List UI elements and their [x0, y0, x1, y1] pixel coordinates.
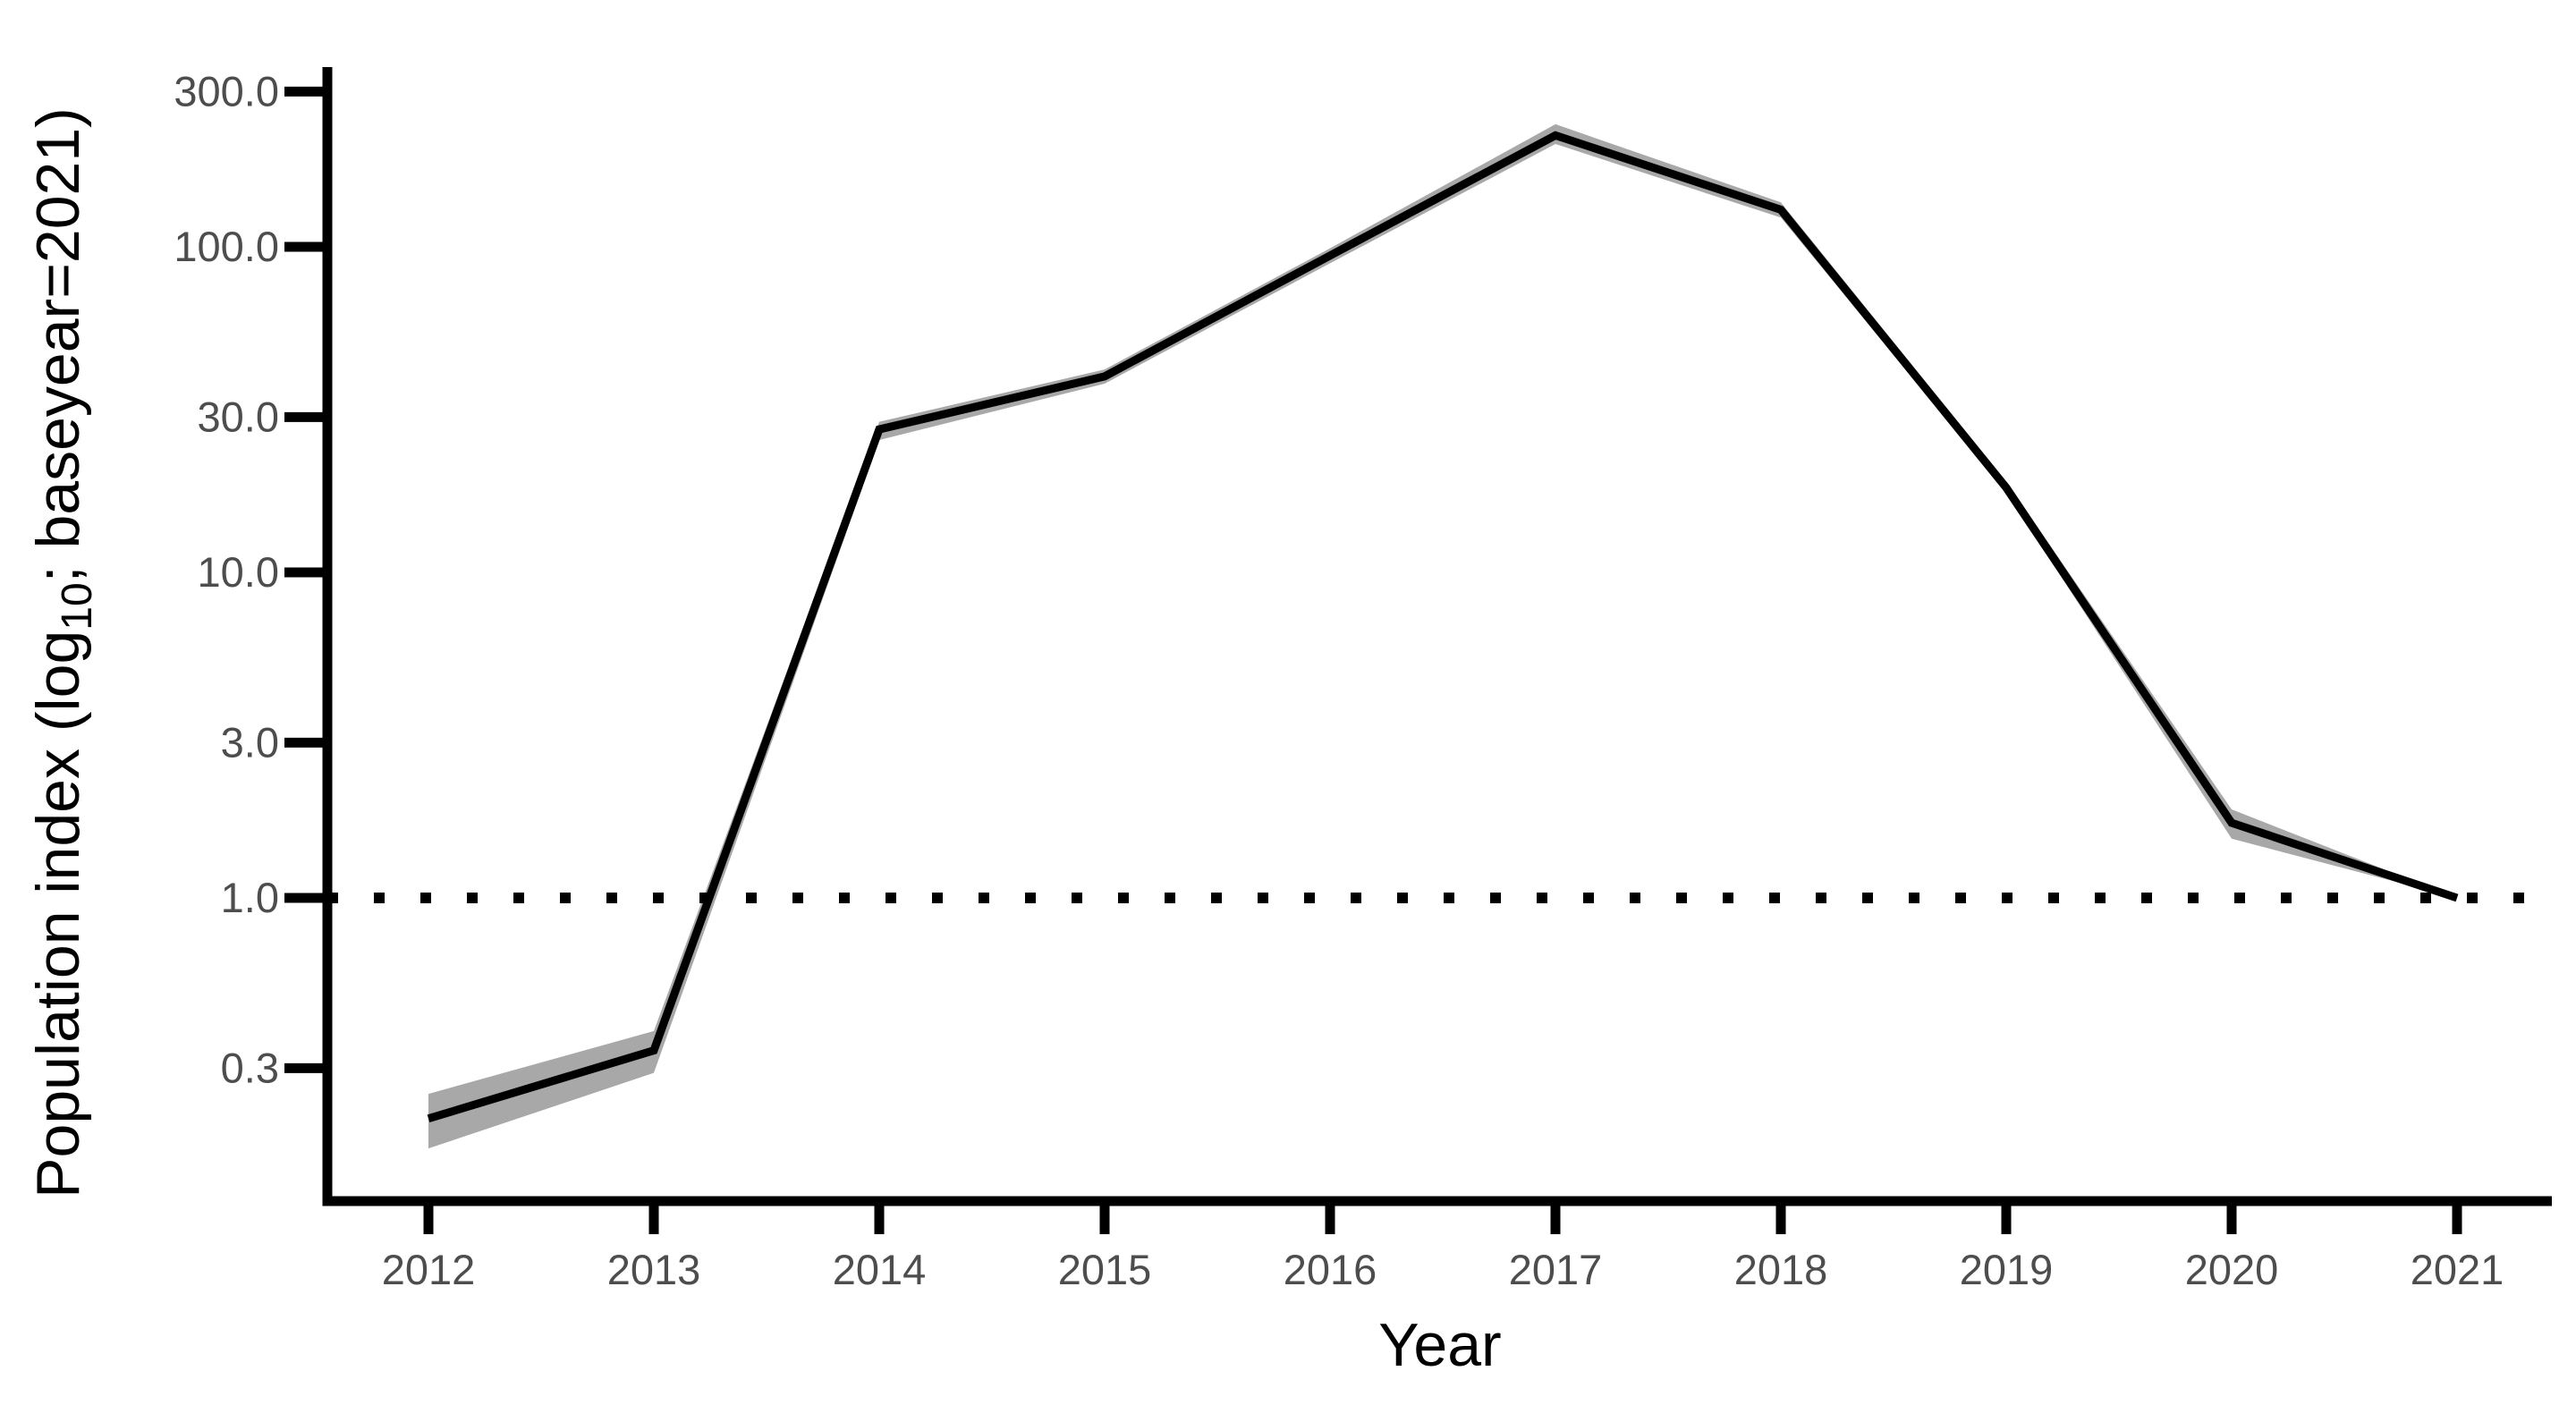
x-tick-label: 2021	[2411, 1246, 2504, 1293]
y-tick-label: 10.0	[198, 548, 279, 596]
y-title-suffix: ; baseyear=2021)	[24, 107, 92, 582]
x-tick-label: 2018	[1734, 1246, 1828, 1293]
y-title-subscript: 10	[54, 582, 101, 630]
y-tick-label: 100.0	[174, 223, 279, 270]
y-axis-title: Population index (log10; baseyear=2021)	[24, 107, 101, 1198]
x-tick-label: 2012	[382, 1246, 476, 1293]
x-tick-label: 2014	[833, 1246, 927, 1293]
x-tick-label: 2016	[1284, 1246, 1377, 1293]
x-tick-label: 2015	[1058, 1246, 1152, 1293]
x-tick-label: 2017	[1509, 1246, 1603, 1293]
x-tick-label: 2020	[2185, 1246, 2279, 1293]
ribbon-area	[428, 123, 2457, 1149]
axis-frame	[322, 67, 2552, 1206]
axes	[322, 67, 2552, 1206]
y-title-prefix: Population index (log	[24, 631, 92, 1198]
trend-line	[427, 131, 2459, 1123]
y-tick-label: 30.0	[198, 393, 279, 440]
y-tick-label: 3.0	[221, 718, 279, 766]
confidence-ribbon	[428, 123, 2457, 1149]
y-tick-label: 300.0	[174, 67, 279, 114]
y-axis-ticks: 300.0 100.0 30.0 10.0 3.0 1.0 0.3	[174, 67, 327, 1091]
x-axis-title: Year	[1378, 1311, 1501, 1379]
y-tick-label: 1.0	[221, 874, 279, 921]
trend-polyline	[427, 131, 2459, 1123]
x-tick-label: 2013	[607, 1246, 701, 1293]
x-axis-ticks: 2012 2013 2014 2015 2016 2017 2018 2019 2020 2021	[382, 1201, 2504, 1293]
x-tick-label: 2019	[1960, 1246, 2054, 1293]
y-tick-label: 0.3	[221, 1044, 279, 1091]
